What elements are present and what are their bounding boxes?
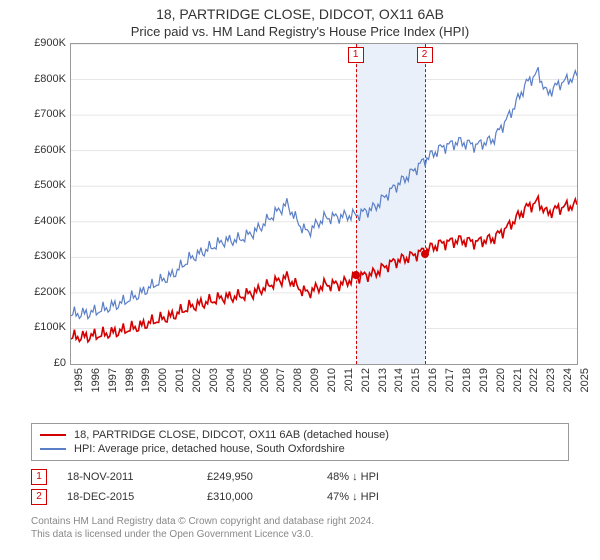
legend-label: 18, PARTRIDGE CLOSE, DIDCOT, OX11 6AB (d… <box>74 429 389 441</box>
y-axis-label: £100K <box>34 321 66 333</box>
sale-point-dot <box>421 250 429 258</box>
x-axis-label: 2014 <box>393 368 405 392</box>
sale-marker: 1 <box>31 469 47 485</box>
chart-subtitle: Price paid vs. HM Land Registry's House … <box>0 22 600 43</box>
sale-marker-box: 1 <box>348 47 364 63</box>
series-lines <box>71 44 577 364</box>
x-axis-label: 2012 <box>360 368 372 392</box>
x-axis-label: 2009 <box>309 368 321 392</box>
legend: 18, PARTRIDGE CLOSE, DIDCOT, OX11 6AB (d… <box>31 423 569 461</box>
x-axis-label: 2010 <box>326 368 338 392</box>
x-axis-label: 2020 <box>495 368 507 392</box>
chart-container: 18, PARTRIDGE CLOSE, DIDCOT, OX11 6AB Pr… <box>0 0 600 560</box>
sale-price: £249,950 <box>207 471 327 483</box>
chart-title: 18, PARTRIDGE CLOSE, DIDCOT, OX11 6AB <box>0 0 600 22</box>
sale-diff: 48% ↓ HPI <box>327 471 447 483</box>
y-axis-label: £400K <box>34 215 66 227</box>
y-axis-label: £300K <box>34 250 66 262</box>
sale-date: 18-DEC-2015 <box>67 491 207 503</box>
legend-item: 18, PARTRIDGE CLOSE, DIDCOT, OX11 6AB (d… <box>40 428 560 442</box>
y-axis-label: £200K <box>34 286 66 298</box>
x-axis-label: 2003 <box>208 368 220 392</box>
legend-swatch <box>40 434 66 436</box>
sales-table: 1 18-NOV-2011£249,95048% ↓ HPI 2 18-DEC-201… <box>31 467 569 507</box>
x-axis-label: 1997 <box>107 368 119 392</box>
footer: Contains HM Land Registry data © Crown c… <box>31 515 569 541</box>
x-axis-label: 2022 <box>528 368 540 392</box>
sale-row: 1 18-NOV-2011£249,95048% ↓ HPI <box>31 467 569 487</box>
sale-marker-box: 2 <box>417 47 433 63</box>
legend-swatch <box>40 448 66 450</box>
chart-area: £0 £100K £200K £300K £400K £500K £600K £700K £80… <box>20 43 580 393</box>
y-axis-label: £500K <box>34 179 66 191</box>
x-axis-label: 2017 <box>444 368 456 392</box>
x-axis-label: 2019 <box>478 368 490 392</box>
x-axis-label: 2013 <box>377 368 389 392</box>
x-axis-label: 2002 <box>191 368 203 392</box>
x-axis-label: 1995 <box>73 368 85 392</box>
y-axis-label: £600K <box>34 144 66 156</box>
footer-line1: Contains HM Land Registry data © Crown c… <box>31 515 569 528</box>
x-axis-label: 1999 <box>140 368 152 392</box>
sale-price: £310,000 <box>207 491 327 503</box>
x-axis-label: 2021 <box>512 368 524 392</box>
sale-marker: 2 <box>31 489 47 505</box>
x-axis-label: 2024 <box>562 368 574 392</box>
y-axis-label: £900K <box>34 37 66 49</box>
x-axis-label: 2004 <box>225 368 237 392</box>
x-axis-label: 2011 <box>343 368 355 392</box>
x-axis-label: 2016 <box>427 368 439 392</box>
y-axis-label: £700K <box>34 108 66 120</box>
y-axis-label: £0 <box>54 357 66 369</box>
sale-date: 18-NOV-2011 <box>67 471 207 483</box>
legend-label: HPI: Average price, detached house, Sout… <box>74 443 345 455</box>
x-axis-label: 2000 <box>157 368 169 392</box>
x-axis-label: 2006 <box>259 368 271 392</box>
x-axis-label: 1998 <box>124 368 136 392</box>
legend-item: HPI: Average price, detached house, Sout… <box>40 442 560 456</box>
sale-diff: 47% ↓ HPI <box>327 491 447 503</box>
plot-area: 12 <box>70 43 578 365</box>
x-axis-label: 2001 <box>174 368 186 392</box>
sale-point-dot <box>352 271 360 279</box>
x-axis-label: 2023 <box>545 368 557 392</box>
x-axis-label: 2005 <box>242 368 254 392</box>
x-axis: 1995 1996 1997 1998 1999 2000 2001 2002 2003 2004… <box>70 368 578 393</box>
sale-row: 2 18-DEC-2015£310,00047% ↓ HPI <box>31 487 569 507</box>
x-axis-label: 2007 <box>275 368 287 392</box>
footer-line2: This data is licensed under the Open Gov… <box>31 528 569 541</box>
y-axis-label: £800K <box>34 73 66 85</box>
x-axis-label: 2015 <box>410 368 422 392</box>
x-axis-label: 2018 <box>461 368 473 392</box>
y-axis: £0£100K£200K£300K£400K£500K£600K£700K£80… <box>20 43 68 365</box>
x-axis-label: 2025 <box>579 368 591 392</box>
x-axis-label: 1996 <box>90 368 102 392</box>
x-axis-label: 2008 <box>292 368 304 392</box>
